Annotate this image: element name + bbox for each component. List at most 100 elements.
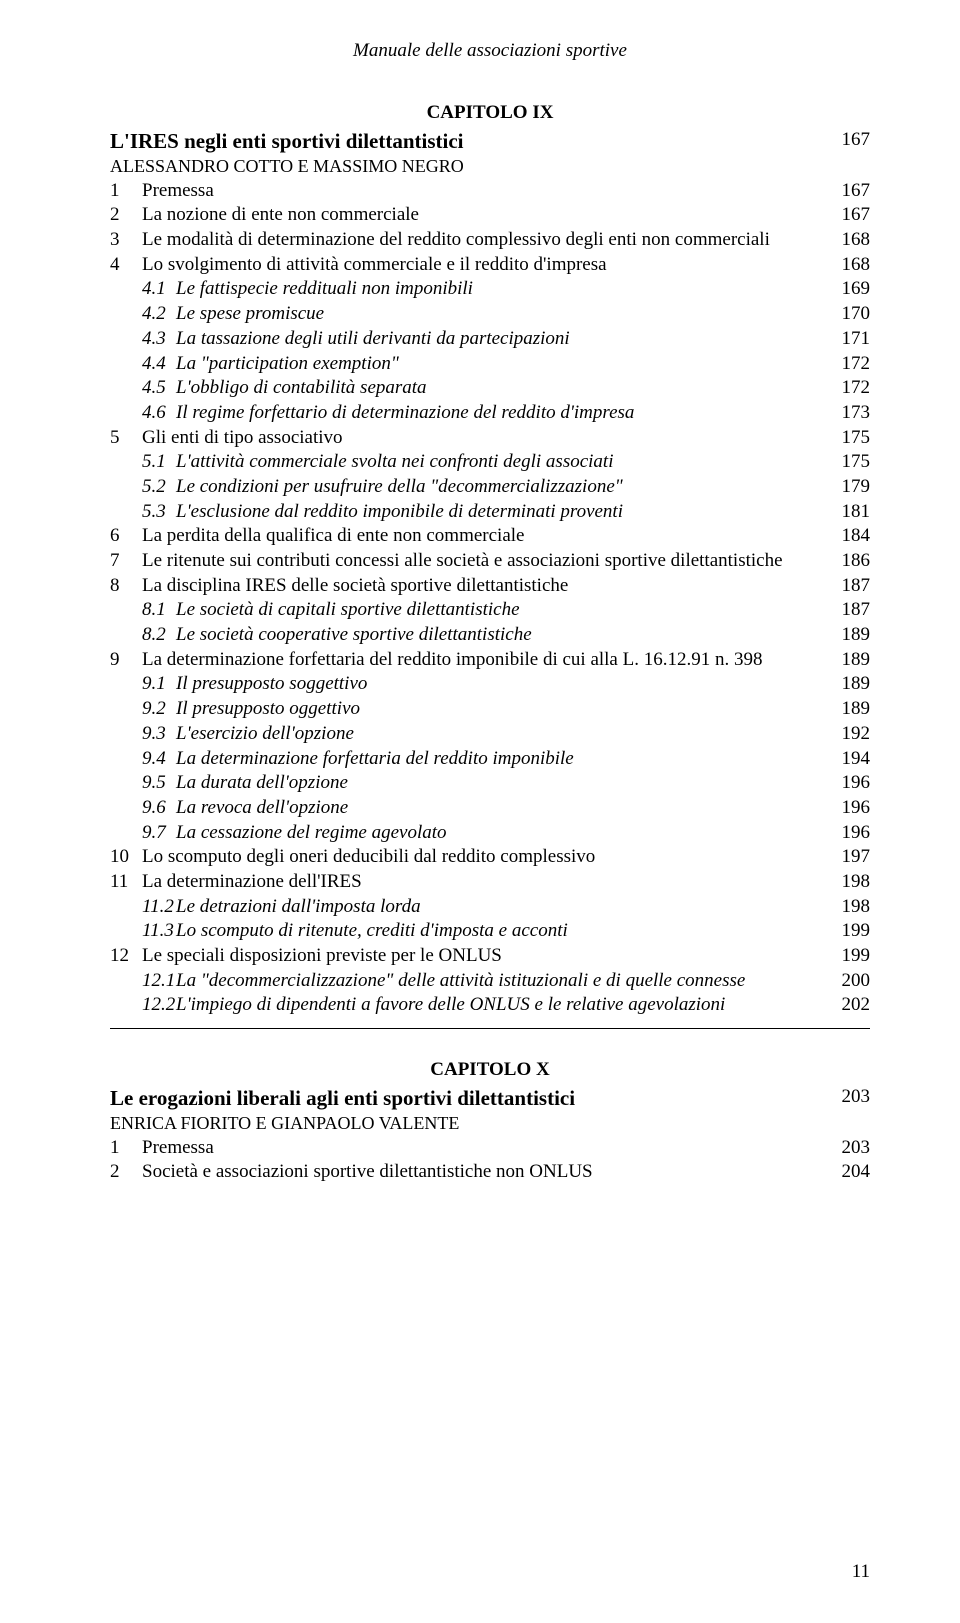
toc-entry-number: 2 <box>110 1160 142 1185</box>
toc-entry-label: La revoca dell'opzione <box>176 796 830 821</box>
page-number: 11 <box>852 1561 870 1583</box>
toc-entry-number: 4.3 <box>110 327 176 352</box>
toc-entry-number: 5.3 <box>110 500 176 525</box>
toc-entry: 7Le ritenute sui contributi concessi all… <box>110 549 870 574</box>
toc-entry: 5Gli enti di tipo associativo175 <box>110 426 870 451</box>
toc-entry-page: 167 <box>830 179 870 204</box>
toc-entry-number: 12.1 <box>110 969 176 994</box>
toc-entry-page: 181 <box>830 500 870 525</box>
toc-entry: 4.3La tassazione degli utili derivanti d… <box>110 327 870 352</box>
toc-entry-label: La determinazione forfettaria del reddit… <box>176 747 830 772</box>
toc-entry-page: 189 <box>830 648 870 673</box>
toc-entry-number: 11.3 <box>110 919 176 944</box>
toc-entry-label: Le detrazioni dall'imposta lorda <box>176 895 830 920</box>
chapter-title: Le erogazioni liberali agli enti sportiv… <box>110 1085 830 1112</box>
toc-entry-label: Il presupposto soggettivo <box>176 672 830 697</box>
toc-entry: 12.1La "decommercializzazione" delle att… <box>110 969 870 994</box>
toc-entry-page: 200 <box>830 969 870 994</box>
chapter-author: ENRICA FIORITO E GIANPAOLO VALENTE <box>110 1112 870 1135</box>
toc-entry-label: Le fattispecie reddituali non imponibili <box>176 277 830 302</box>
toc-entry-number: 9.4 <box>110 747 176 772</box>
toc-entry: 11.3Lo scomputo di ritenute, crediti d'i… <box>110 919 870 944</box>
toc-entry-page: 170 <box>830 302 870 327</box>
toc-entry-number: 8.2 <box>110 623 176 648</box>
toc-entry-label: Il presupposto oggettivo <box>176 697 830 722</box>
toc-entry-number: 8.1 <box>110 598 176 623</box>
toc-entry-number: 4.4 <box>110 352 176 377</box>
toc-entry: 8.2Le società cooperative sportive dilet… <box>110 623 870 648</box>
toc-entry-label: Le modalità di determinazione del reddit… <box>142 228 830 253</box>
toc-entry-label: Gli enti di tipo associativo <box>142 426 830 451</box>
chapter-author: ALESSANDRO COTTO E MASSIMO NEGRO <box>110 155 870 178</box>
toc-entry-label: Le spese promiscue <box>176 302 830 327</box>
toc-entry-page: 167 <box>830 203 870 228</box>
toc-entry-number: 4.6 <box>110 401 176 426</box>
toc-entry: 9.1Il presupposto soggettivo189 <box>110 672 870 697</box>
toc-entry-page: 184 <box>830 524 870 549</box>
toc-entry-label: Le speciali disposizioni previste per le… <box>142 944 830 969</box>
toc-entry: 9.4La determinazione forfettaria del red… <box>110 747 870 772</box>
running-head: Manuale delle associazioni sportive <box>110 40 870 62</box>
chapter-heading: CAPITOLO IX <box>110 102 870 124</box>
toc-entry: 3Le modalità di determinazione del reddi… <box>110 228 870 253</box>
toc-entry-number: 1 <box>110 1136 142 1161</box>
toc-entry-page: 168 <box>830 253 870 278</box>
toc-entry-number: 11 <box>110 870 142 895</box>
toc-entry-label: Il regime forfettario di determinazione … <box>176 401 830 426</box>
toc-entry-label: Lo svolgimento di attività commerciale e… <box>142 253 830 278</box>
toc-entry-page: 175 <box>830 426 870 451</box>
toc-entry-page: 189 <box>830 623 870 648</box>
toc-entry: 12.2L'impiego di dipendenti a favore del… <box>110 993 870 1018</box>
toc-entry-label: L'esercizio dell'opzione <box>176 722 830 747</box>
toc-entry-number: 11.2 <box>110 895 176 920</box>
toc-entry: 9La determinazione forfettaria del reddi… <box>110 648 870 673</box>
toc-entry: 1Premessa203 <box>110 1136 870 1161</box>
toc-entry: 1Premessa167 <box>110 179 870 204</box>
toc-entry: 8La disciplina IRES delle società sporti… <box>110 574 870 599</box>
toc-entry-number: 5.2 <box>110 475 176 500</box>
toc-entry-label: La tassazione degli utili derivanti da p… <box>176 327 830 352</box>
toc-entry-label: Lo scomputo degli oneri deducibili dal r… <box>142 845 830 870</box>
author-text: ENRICA FIORITO E GIANPAOLO VALENTE <box>110 1112 830 1135</box>
author-text: ALESSANDRO COTTO E MASSIMO NEGRO <box>110 155 830 178</box>
toc-entry-page: 189 <box>830 697 870 722</box>
toc-entry: 10Lo scomputo degli oneri deducibili dal… <box>110 845 870 870</box>
toc-entry-number: 1 <box>110 179 142 204</box>
toc-entry-number: 8 <box>110 574 142 599</box>
toc-entry-label: La determinazione forfettaria del reddit… <box>142 648 830 673</box>
toc-entry-number: 9.2 <box>110 697 176 722</box>
toc-entry-page: 204 <box>830 1160 870 1185</box>
toc-entry: 9.6La revoca dell'opzione196 <box>110 796 870 821</box>
toc-entry-number: 2 <box>110 203 142 228</box>
toc-entry-number: 12 <box>110 944 142 969</box>
toc-entry-label: Premessa <box>142 1136 830 1161</box>
toc-entry: 4.4La "participation exemption"172 <box>110 352 870 377</box>
toc-entry-page: 197 <box>830 845 870 870</box>
toc-entry: 6La perdita della qualifica di ente non … <box>110 524 870 549</box>
toc-entry-number: 4.5 <box>110 376 176 401</box>
toc-entry: 4Lo svolgimento di attività commerciale … <box>110 253 870 278</box>
toc-entry-page: 175 <box>830 450 870 475</box>
toc-entry: 11.2Le detrazioni dall'imposta lorda198 <box>110 895 870 920</box>
toc-entry-page: 168 <box>830 228 870 253</box>
toc-entry: 4.5L'obbligo di contabilità separata172 <box>110 376 870 401</box>
toc-entry: 8.1Le società di capitali sportive dilet… <box>110 598 870 623</box>
toc-entry-number: 4.2 <box>110 302 176 327</box>
toc-entry-page: 199 <box>830 944 870 969</box>
toc-entry: 9.7La cessazione del regime agevolato196 <box>110 821 870 846</box>
toc-entry-number: 9.3 <box>110 722 176 747</box>
toc-entry-label: Le ritenute sui contributi concessi alle… <box>142 549 830 574</box>
toc-entry: 9.5La durata dell'opzione196 <box>110 771 870 796</box>
toc-entry-label: La nozione di ente non commerciale <box>142 203 830 228</box>
chapter-title-page: 167 <box>830 128 870 153</box>
toc-entry-page: 173 <box>830 401 870 426</box>
toc-entry-label: La durata dell'opzione <box>176 771 830 796</box>
chapter-title-page: 203 <box>830 1085 870 1110</box>
chapter-title: L'IRES negli enti sportivi dilettantisti… <box>110 128 830 155</box>
toc-body: CAPITOLO IX L'IRES negli enti sportivi di… <box>110 102 870 1185</box>
toc-entry-page: 196 <box>830 771 870 796</box>
toc-entry-page: 196 <box>830 821 870 846</box>
toc-entry: 2Società e associazioni sportive diletta… <box>110 1160 870 1185</box>
toc-entry-page: 198 <box>830 870 870 895</box>
toc-entry-label: Le condizioni per usufruire della "decom… <box>176 475 830 500</box>
